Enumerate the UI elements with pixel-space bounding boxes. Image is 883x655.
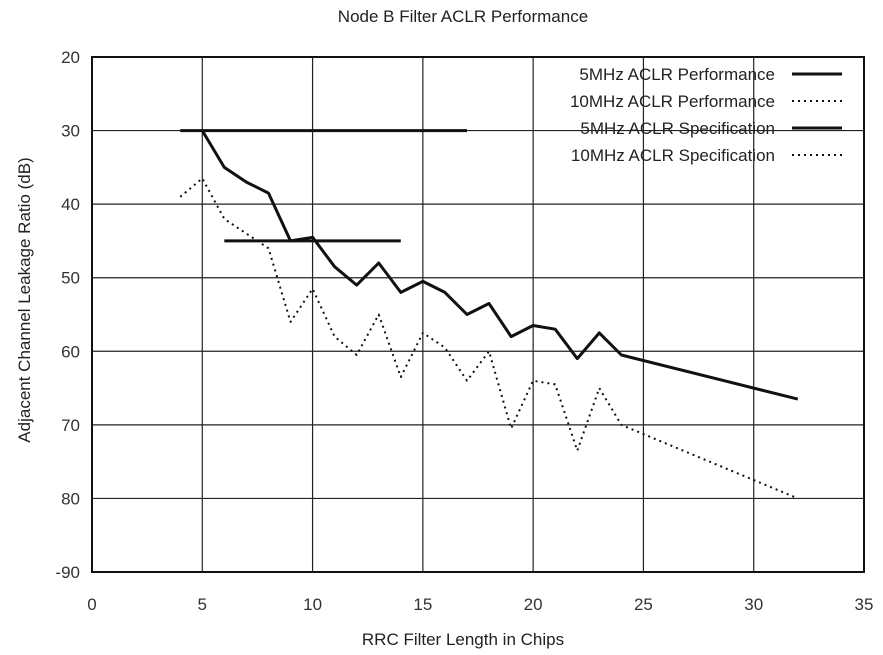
y-tick-label: 20 — [61, 48, 80, 67]
y-tick-label: 40 — [61, 195, 80, 214]
legend-label-5mhz-specification: 5MHz ACLR Specification — [580, 119, 775, 138]
y-tick-label: 70 — [61, 416, 80, 435]
x-tick-label: 15 — [413, 595, 432, 614]
y-axis-label: Adjacent Channel Leakage Ratio (dB) — [15, 157, 34, 442]
x-tick-label: 25 — [634, 595, 653, 614]
y-tick-label: 80 — [61, 489, 80, 508]
y-tick-label: 60 — [61, 342, 80, 361]
x-tick-label: 5 — [198, 595, 207, 614]
legend-label-10mhz-performance: 10MHz ACLR Performance — [570, 92, 775, 111]
chart-title: Node B Filter ACLR Performance — [338, 7, 588, 26]
legend: 5MHz ACLR Performance 10MHz ACLR Perform… — [570, 65, 842, 165]
data-series — [179, 129, 799, 500]
x-tick-label: 20 — [524, 595, 543, 614]
x-tick-labels: 0 5 10 15 20 25 30 35 — [87, 595, 873, 614]
x-tick-label: 30 — [744, 595, 763, 614]
x-tick-label: 35 — [855, 595, 874, 614]
grid-lines — [92, 57, 864, 572]
y-tick-label: 50 — [61, 269, 80, 288]
x-axis-label: RRC Filter Length in Chips — [362, 630, 564, 649]
x-tick-label: 10 — [303, 595, 322, 614]
legend-label-10mhz-specification: 10MHz ACLR Specification — [571, 146, 775, 165]
y-tick-labels: 20 30 40 50 60 70 80 -90 — [55, 48, 80, 582]
y-tick-label: -90 — [55, 563, 80, 582]
series-line-0 — [201, 129, 799, 401]
x-tick-label: 0 — [87, 595, 96, 614]
legend-label-5mhz-performance: 5MHz ACLR Performance — [579, 65, 775, 84]
plot-frame — [91, 56, 865, 573]
y-tick-label: 30 — [61, 122, 80, 141]
